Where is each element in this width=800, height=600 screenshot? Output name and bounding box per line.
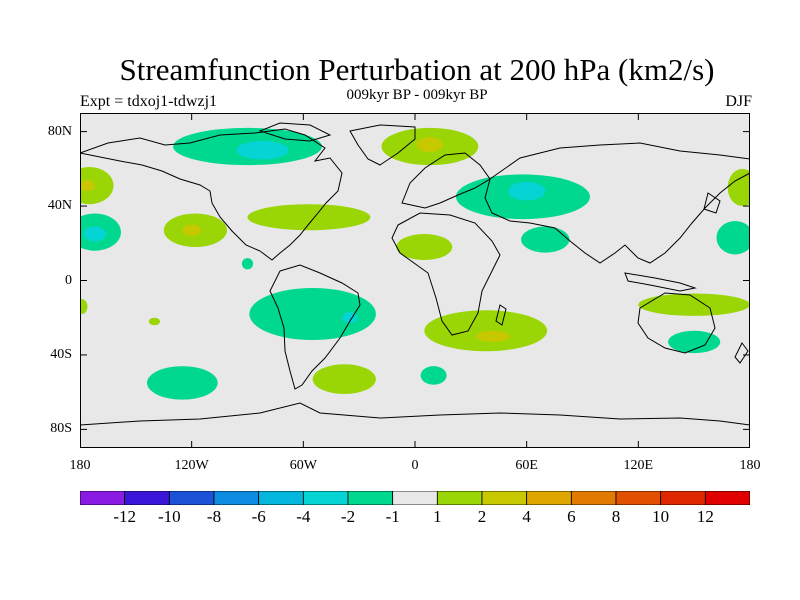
- field-edge-w-high: [80, 299, 88, 314]
- lat-label: 80S: [50, 421, 72, 437]
- colorbar-swatch: [436, 490, 483, 506]
- colorbar-svg: [79, 490, 751, 506]
- field-south-indian-low: [420, 366, 447, 385]
- field-australia-s-low: [668, 330, 721, 354]
- coastline-madagascar: [495, 304, 507, 326]
- colorbar-swatch: [570, 490, 617, 506]
- colorbar-label: -12: [113, 507, 136, 526]
- coastline-arctic-islands: [258, 122, 332, 142]
- coastline-south-america: [269, 264, 361, 390]
- chart-title: Streamfunction Perturbation at 200 hPa (…: [119, 52, 715, 87]
- lon-label: 60W: [289, 458, 317, 473]
- coastline-new-zealand: [734, 342, 749, 364]
- field-pacific-tropical-core: [83, 226, 107, 242]
- experiment-label: Expt = tdxoj1-tdwzj1: [80, 93, 218, 110]
- colorbar-label: -8: [206, 507, 222, 526]
- lon-label: 180: [69, 458, 91, 473]
- map-svg: [80, 113, 750, 448]
- colorbar-swatch: [526, 490, 572, 506]
- colorbar-swatch: [258, 490, 304, 506]
- lat-label: 40S: [50, 346, 72, 362]
- field-pacific-w-core: [80, 180, 95, 192]
- colorbar-label: -1: [385, 507, 400, 526]
- field-pacific-s-high: [148, 317, 161, 326]
- lat-label: 80N: [47, 123, 72, 139]
- field-south-pacific-low: [147, 366, 218, 400]
- colorbar-label: 1: [433, 507, 442, 526]
- field-india-low: [521, 226, 570, 253]
- coastline-europe: [401, 152, 491, 209]
- lon-label: 60E: [515, 458, 538, 473]
- field-south-africa-core: [476, 330, 510, 342]
- field-south-america-low: [249, 287, 376, 341]
- colorbar-label: 4: [522, 507, 531, 526]
- coastline-greenland: [349, 124, 416, 166]
- colorbar-swatch: [615, 490, 662, 506]
- season-label: DJF: [725, 93, 752, 110]
- colorbar-label: 10: [652, 507, 670, 526]
- colorbar-swatch: [704, 490, 751, 506]
- colorbar-label: 2: [477, 507, 487, 526]
- colorbar-label: -10: [157, 507, 181, 526]
- colorbar-label: 12: [696, 507, 714, 526]
- lon-label: 180: [739, 458, 761, 473]
- colorbar-swatch: [124, 490, 170, 506]
- colorbar-label: 6: [567, 507, 576, 526]
- field-south-africa-high: [424, 310, 548, 352]
- field-mexico-core: [182, 224, 201, 236]
- colorbar-swatch: [660, 490, 706, 506]
- lon-label: 120E: [623, 458, 654, 473]
- field-atlantic-high: [247, 204, 371, 231]
- lon-label: 120W: [174, 458, 209, 473]
- coastline-africa: [391, 212, 501, 336]
- coastline-australia: [637, 292, 716, 354]
- field-south-atlantic-high: [312, 364, 376, 395]
- field-small-low: [241, 258, 254, 270]
- colorbar-swatch: [302, 490, 349, 506]
- colorbar-swatch: [392, 490, 438, 506]
- coastline-layer: [80, 122, 750, 426]
- colorbar-swatch: [481, 490, 528, 506]
- field-pacific-w-high: [80, 166, 114, 205]
- field-australia-high: [638, 293, 750, 316]
- field-asia-core: [508, 181, 546, 201]
- colorbar-label: 8: [611, 507, 621, 526]
- lat-label: 0: [65, 272, 72, 288]
- tick-layer: [80, 113, 750, 448]
- field-pacific-e-low: [716, 220, 750, 255]
- lon-label: 0: [411, 458, 419, 473]
- field-africa-high: [396, 233, 453, 261]
- colorbar-label: -2: [340, 507, 356, 526]
- coastline-antarctica: [80, 402, 750, 426]
- coastline-asia: [484, 142, 750, 264]
- coastline-japan: [703, 192, 721, 214]
- colorbar-label: -4: [296, 507, 311, 526]
- coastline-indonesia: [624, 272, 697, 292]
- map-panel: [80, 113, 750, 448]
- colorbar-swatch: [168, 490, 215, 506]
- field-greenland-core: [416, 137, 443, 153]
- coastline-north-america: [80, 128, 343, 261]
- chart-subtitle: 009kyr BP - 009kyr BP: [346, 87, 488, 103]
- colorbar-label: -6: [251, 507, 266, 526]
- colorbar-swatch: [79, 490, 126, 506]
- field-canada-core: [236, 140, 289, 160]
- colorbar: [79, 490, 751, 506]
- colorbar-swatch: [213, 490, 260, 506]
- colorbar-swatch: [347, 490, 394, 506]
- field-pacific-e-high: [727, 168, 750, 207]
- lat-label: 40N: [47, 198, 72, 214]
